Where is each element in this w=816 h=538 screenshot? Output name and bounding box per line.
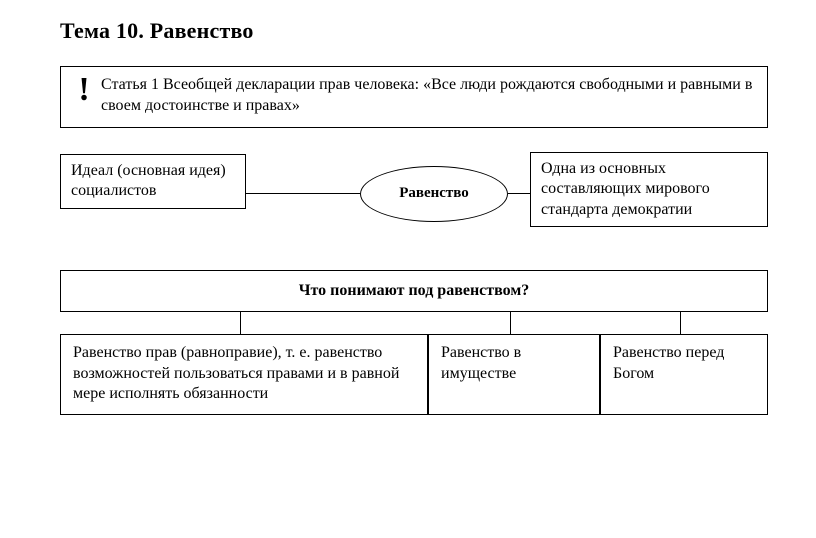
bottom-box-2: Равенство в имуществе [428, 334, 600, 415]
bottom-box-3: Равенство перед Богом [600, 334, 768, 415]
connector-drop-1 [240, 312, 241, 334]
trio-left-box: Идеал (основная идея) социалистов [60, 154, 246, 209]
trio-center-ellipse: Равенство [360, 166, 508, 222]
connector-line-right [508, 193, 530, 194]
exclamation-col: ! [67, 75, 101, 117]
bottom-box-1: Равенство прав (равноправие), т. е. раве… [60, 334, 428, 415]
trio-right-box: Одна из основных составляющих мирового с… [530, 152, 768, 227]
concept-trio: Идеал (основная идея) социалистов Равенс… [60, 148, 768, 244]
question-box: Что понимают под равенством? [60, 270, 768, 312]
connector-drop-3 [680, 312, 681, 334]
connector-drop-2 [510, 312, 511, 334]
quote-text: Статья 1 Всеобщей декларации прав челове… [101, 75, 757, 117]
connector-bars [60, 312, 768, 334]
page-title: Тема 10. Равенство [60, 18, 768, 44]
connector-line-left [246, 193, 360, 194]
exclamation-icon: ! [78, 73, 89, 107]
bottom-row: Равенство прав (равноправие), т. е. раве… [60, 334, 768, 415]
page: Тема 10. Равенство ! Статья 1 Всеобщей д… [0, 0, 816, 538]
quote-box: ! Статья 1 Всеобщей декларации прав чело… [60, 66, 768, 128]
